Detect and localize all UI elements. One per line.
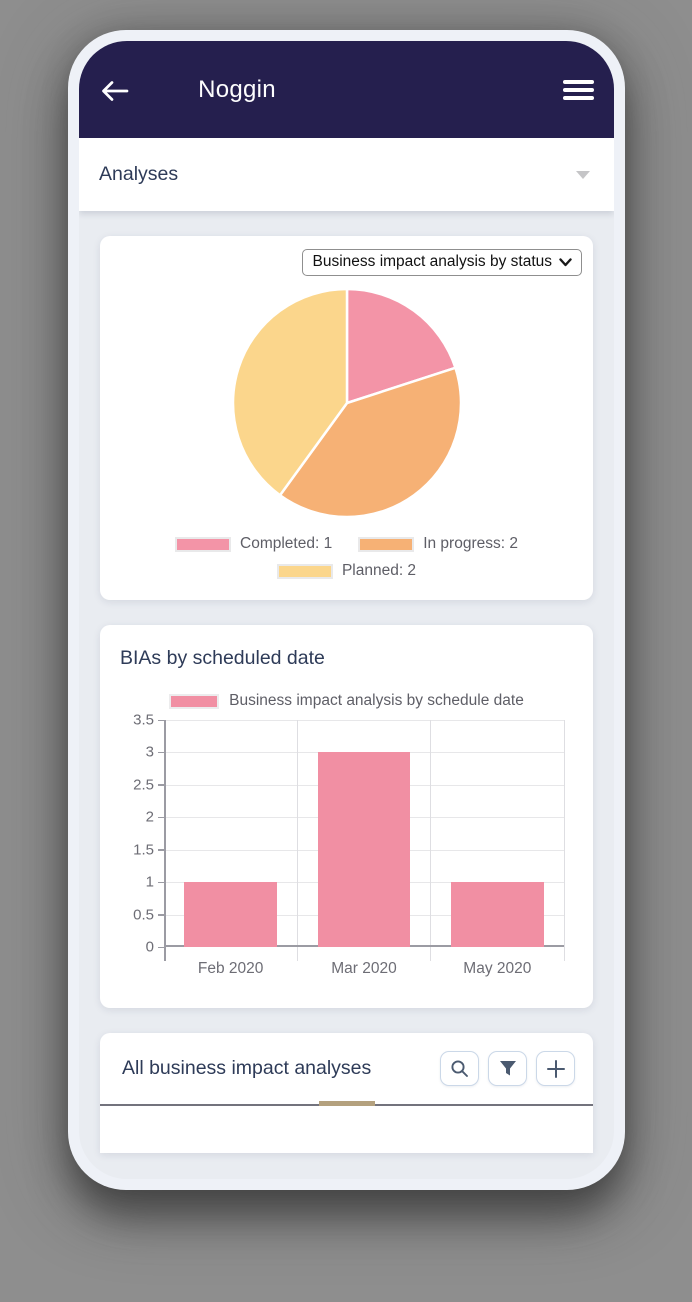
y-axis-label: 2 bbox=[145, 808, 154, 826]
v-gridline bbox=[563, 720, 565, 961]
cutoff-row-chip bbox=[318, 1101, 375, 1106]
bar-chart: 0 0.5 1 1.5 2 2.5 3 3.5 Feb 2020 Mar 2020 May 2020 bbox=[118, 712, 571, 990]
h-gridline bbox=[164, 720, 564, 721]
x-axis-label: May 2020 bbox=[463, 960, 532, 977]
legend-label: Completed: 1 bbox=[240, 535, 333, 552]
list-card-title: All business impact analyses bbox=[122, 1057, 372, 1079]
chart-type-select-value: Business impact analysis by status bbox=[312, 253, 553, 270]
y-axis-label: 3.5 bbox=[133, 711, 154, 729]
x-axis-label: Feb 2020 bbox=[197, 960, 264, 977]
app-header: Noggin bbox=[79, 41, 614, 138]
pie-slice-in-progress bbox=[278, 366, 462, 519]
section-selector-bar[interactable]: Analyses bbox=[79, 138, 614, 211]
bar-legend: Business impact analysis by schedule dat… bbox=[116, 692, 577, 710]
add-button[interactable] bbox=[536, 1051, 575, 1086]
y-axis-tick bbox=[158, 946, 164, 948]
legend-swatch bbox=[358, 536, 415, 552]
y-axis-tick bbox=[158, 751, 164, 754]
legend-label: Planned: 2 bbox=[341, 562, 417, 579]
v-gridline bbox=[296, 720, 298, 961]
pie-slice-completed bbox=[345, 287, 457, 405]
filter-icon bbox=[499, 1061, 516, 1076]
plus-icon bbox=[546, 1059, 565, 1078]
filter-button[interactable] bbox=[488, 1051, 527, 1086]
chart-type-select[interactable]: Business impact analysis by status bbox=[301, 249, 582, 276]
legend-label: In progress: 2 bbox=[423, 535, 518, 552]
y-axis-tick bbox=[158, 784, 164, 786]
legend-swatch bbox=[175, 536, 231, 552]
y-axis-label: 3 bbox=[145, 743, 154, 761]
section-title: Analyses bbox=[99, 163, 179, 185]
back-button[interactable] bbox=[95, 71, 135, 111]
pie-slice-planned bbox=[231, 287, 348, 497]
y-axis-line bbox=[164, 720, 166, 961]
hamburger-icon bbox=[562, 80, 594, 84]
x-axis-label: Mar 2020 bbox=[331, 960, 397, 977]
y-axis-tick bbox=[158, 849, 164, 851]
scroll-content[interactable]: Business impact analysis by status Compl… bbox=[79, 211, 614, 1179]
bar-legend-swatch bbox=[169, 693, 220, 709]
status-pie-card: Business impact analysis by status Compl… bbox=[100, 236, 593, 600]
phone-mockup: Noggin Analyses Business impact analysis… bbox=[68, 30, 625, 1190]
y-axis-tick bbox=[158, 816, 164, 819]
y-axis-tick bbox=[158, 914, 164, 916]
y-axis-label: 0.5 bbox=[133, 906, 154, 924]
bar-legend-label: Business impact analysis by schedule dat… bbox=[229, 692, 524, 709]
pie-legend-item[interactable]: In progress: 2 bbox=[358, 535, 518, 553]
bar-may-2020[interactable] bbox=[451, 882, 544, 947]
bar-plot-area: 0 0.5 1 1.5 2 2.5 3 3.5 Feb 2020 Mar 2020 May 2020 bbox=[133, 712, 565, 977]
app-screen: Noggin Analyses Business impact analysis… bbox=[79, 41, 614, 1179]
y-axis-label: 0 bbox=[145, 938, 154, 956]
search-icon bbox=[451, 1060, 468, 1077]
bar-card-title: BIAs by scheduled date bbox=[120, 647, 325, 669]
y-axis-tick bbox=[158, 881, 164, 884]
v-gridline bbox=[430, 720, 432, 961]
y-axis-label: 1 bbox=[145, 873, 154, 891]
analyses-list-card: All business impact analyses bbox=[100, 1033, 593, 1153]
bar-feb-2020[interactable] bbox=[184, 882, 277, 947]
hamburger-menu-button[interactable] bbox=[557, 69, 599, 111]
y-axis-label: 1.5 bbox=[133, 841, 154, 859]
chevron-down-icon bbox=[576, 170, 590, 179]
app-title: Noggin bbox=[198, 75, 276, 103]
y-axis-tick bbox=[158, 719, 164, 721]
back-arrow-icon bbox=[102, 81, 129, 101]
search-button[interactable] bbox=[440, 1051, 479, 1086]
status-pie-chart bbox=[231, 287, 462, 519]
pie-legend-item[interactable]: Planned: 2 bbox=[276, 562, 417, 580]
bar-chart-card: BIAs by scheduled date Business impact a… bbox=[100, 625, 593, 1008]
bar-mar-2020[interactable] bbox=[317, 752, 411, 947]
legend-swatch bbox=[276, 563, 333, 579]
pie-legend-item[interactable]: Completed: 1 bbox=[175, 535, 332, 553]
y-axis-label: 2.5 bbox=[133, 776, 154, 794]
select-chevron-down-icon bbox=[559, 257, 572, 266]
pie-legend: Completed: 1 In progress: 2 Planned: 2 bbox=[142, 535, 552, 580]
